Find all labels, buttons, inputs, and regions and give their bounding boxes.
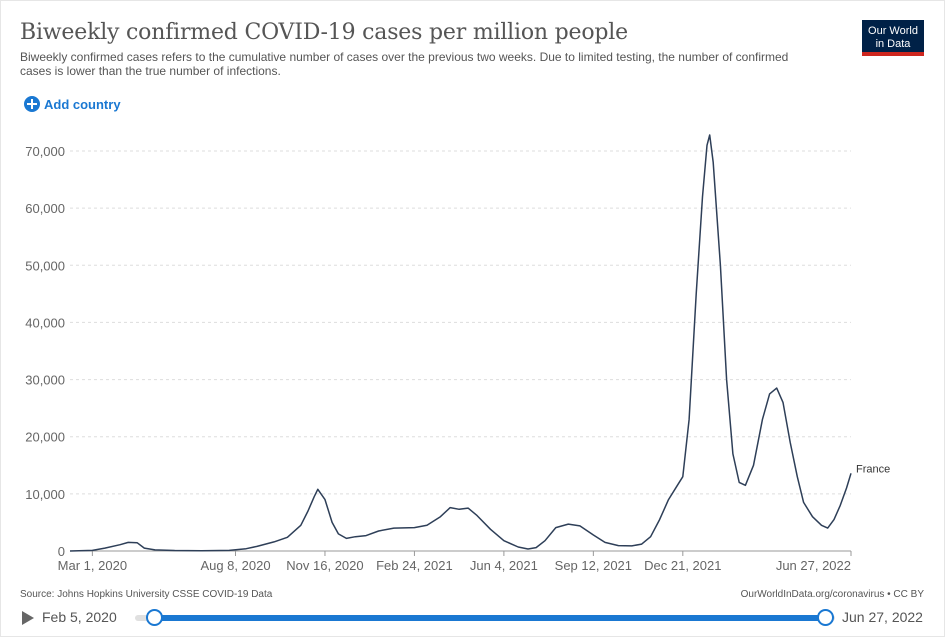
x-tick-label: Feb 24, 2021 xyxy=(376,558,453,573)
timeline-start-handle[interactable] xyxy=(146,609,163,626)
x-tick-label: Sep 12, 2021 xyxy=(555,558,632,573)
y-tick-label: 50,000 xyxy=(25,258,65,273)
logo-line-1: Our World xyxy=(868,25,918,37)
y-tick-label: 60,000 xyxy=(25,201,65,216)
y-tick-label: 30,000 xyxy=(25,373,65,388)
source-note: Source: Johns Hopkins University CSSE CO… xyxy=(20,589,273,600)
timeline-range-fill xyxy=(154,615,825,621)
x-tick-label: Jun 4, 2021 xyxy=(470,558,538,573)
play-icon[interactable] xyxy=(22,611,34,625)
y-tick-label: 0 xyxy=(58,544,65,559)
chart-subtitle: Biweekly confirmed cases refers to the c… xyxy=(20,50,789,78)
series-line-france xyxy=(69,134,852,552)
y-tick-label: 70,000 xyxy=(25,144,65,159)
logo-accent-bar xyxy=(862,52,924,56)
plus-circle-icon xyxy=(24,96,40,112)
credit-link[interactable]: OurWorldInData.org/coronavirus • CC BY xyxy=(740,589,924,600)
chart-title: Biweekly confirmed COVID-19 cases per mi… xyxy=(20,20,628,45)
owid-logo[interactable]: Our World in Data xyxy=(862,20,924,56)
y-tick-label: 40,000 xyxy=(25,315,65,330)
add-country-button[interactable]: Add country xyxy=(24,96,121,112)
y-tick-label: 20,000 xyxy=(25,430,65,445)
series-label: France xyxy=(856,463,890,475)
timeline-end-handle[interactable] xyxy=(817,609,834,626)
timeline-start-label: Feb 5, 2020 xyxy=(42,609,117,625)
x-tick-label: Dec 21, 2021 xyxy=(644,558,721,573)
y-tick-label: 10,000 xyxy=(25,487,65,502)
timeline-end-label: Jun 27, 2022 xyxy=(842,609,923,625)
x-tick-label: Jun 27, 2022 xyxy=(776,558,851,573)
x-tick-label: Aug 8, 2020 xyxy=(200,558,270,573)
x-tick-label: Mar 1, 2020 xyxy=(58,558,127,573)
logo-line-2: in Data xyxy=(875,38,911,50)
x-tick-label: Nov 16, 2020 xyxy=(286,558,363,573)
add-country-label: Add country xyxy=(44,96,121,112)
